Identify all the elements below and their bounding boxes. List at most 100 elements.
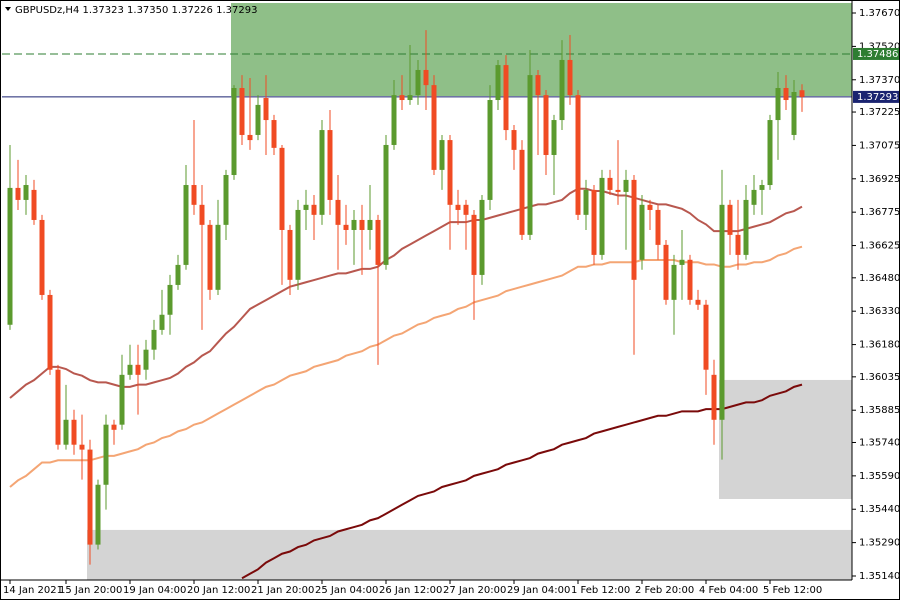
- candle-body: [199, 204, 205, 225]
- moving-average-line: [241, 383, 803, 580]
- candle-body: [287, 229, 293, 280]
- y-tick-label: 1.36775: [859, 207, 900, 218]
- y-tick-label: 1.37075: [859, 140, 900, 151]
- candle-body: [583, 189, 589, 215]
- x-tick-label: 4 Feb 04:00: [699, 585, 758, 596]
- candle-body: [791, 92, 797, 135]
- y-tick-label: 1.36330: [859, 306, 900, 317]
- candle-body: [503, 65, 509, 131]
- candle-body: [7, 187, 13, 325]
- y-tick-label: 1.35740: [859, 437, 900, 448]
- candle-body: [95, 484, 101, 545]
- candle-body: [271, 120, 277, 148]
- x-tick-label: 14 Jan 2021: [3, 585, 63, 596]
- candle-body: [511, 130, 517, 150]
- price-level-tag: [853, 90, 899, 103]
- candle-body: [479, 199, 485, 275]
- candle-body: [719, 204, 725, 420]
- candle-body: [399, 95, 405, 101]
- candle-body: [255, 104, 261, 135]
- candle-body: [463, 204, 469, 215]
- candle-body: [431, 85, 437, 170]
- candle-body: [367, 219, 373, 230]
- candle-body: [423, 69, 429, 86]
- x-tick-label: 21 Jan 20:00: [251, 585, 314, 596]
- price-level-label: 1.37486: [857, 49, 898, 60]
- candle-body: [279, 147, 285, 230]
- candle-body: [47, 294, 53, 370]
- candle-body: [87, 449, 93, 545]
- candle-body: [703, 304, 709, 370]
- candle-body: [335, 199, 341, 225]
- candle-body: [55, 369, 61, 445]
- candle-body: [71, 419, 77, 445]
- candle-body: [775, 88, 781, 121]
- candle-body: [391, 95, 397, 145]
- candle-body: [207, 224, 213, 290]
- candle-body: [239, 88, 245, 135]
- candle-body: [191, 185, 197, 205]
- candle-body: [15, 187, 21, 200]
- candle-body: [311, 204, 317, 215]
- candle-body: [135, 364, 141, 375]
- candle-body: [415, 69, 421, 96]
- candle-body: [103, 424, 109, 485]
- candle-body: [351, 219, 357, 230]
- candle-body: [799, 90, 805, 97]
- candle-body: [63, 419, 69, 445]
- candle-body: [407, 95, 413, 101]
- candle-body: [735, 234, 741, 255]
- candle-body: [487, 100, 493, 200]
- candle-body: [143, 349, 149, 370]
- candle-body: [743, 199, 749, 255]
- candle-body: [631, 179, 637, 280]
- y-tick-label: 1.37520: [859, 41, 900, 52]
- candle-body: [575, 95, 581, 215]
- candle-body: [671, 264, 677, 300]
- candle-body: [303, 204, 309, 210]
- x-tick-label: 2 Feb 20:00: [635, 585, 694, 596]
- candle-body: [223, 175, 229, 225]
- candle-body: [383, 144, 389, 265]
- candle-body: [439, 140, 445, 170]
- x-tick-label: 29 Jan 04:00: [507, 585, 570, 596]
- candle-body: [23, 185, 29, 200]
- x-tick-label: 15 Jan 20:00: [59, 585, 122, 596]
- y-tick-label: 1.37370: [859, 75, 900, 86]
- y-tick-label: 1.36625: [859, 241, 900, 252]
- candle-body: [119, 374, 125, 425]
- candle-body: [751, 189, 757, 205]
- y-tick-label: 1.37225: [859, 107, 900, 118]
- x-tick-label: 25 Jan 04:00: [315, 585, 378, 596]
- zone: [719, 379, 852, 500]
- candle-body: [519, 149, 525, 235]
- candle-body: [167, 284, 173, 315]
- y-tick-label: 1.35140: [859, 571, 900, 582]
- y-tick-label: 1.36180: [859, 340, 900, 351]
- x-tick-label: 27 Jan 20:00: [443, 585, 506, 596]
- zone: [231, 3, 852, 97]
- moving-average-line: [9, 245, 803, 488]
- candle-body: [711, 374, 717, 420]
- candle-body: [447, 140, 453, 205]
- y-tick-label: 1.37670: [859, 8, 900, 19]
- candle-body: [495, 65, 501, 101]
- candle-body: [175, 264, 181, 285]
- price-level-tag: [853, 47, 899, 60]
- candle-body: [591, 189, 597, 255]
- candle-body: [767, 120, 773, 186]
- candle-body: [295, 209, 301, 280]
- price-level-label: 1.37293: [857, 92, 898, 103]
- candle-body: [319, 130, 325, 215]
- title-icon: [5, 7, 11, 11]
- candle-body: [263, 98, 269, 121]
- candle-body: [607, 177, 613, 190]
- candle-body: [599, 177, 605, 255]
- candle-body: [231, 88, 237, 176]
- candle-body: [543, 95, 549, 155]
- candle-body: [375, 219, 381, 265]
- y-tick-label: 1.35290: [859, 538, 900, 549]
- candle-body: [759, 185, 765, 190]
